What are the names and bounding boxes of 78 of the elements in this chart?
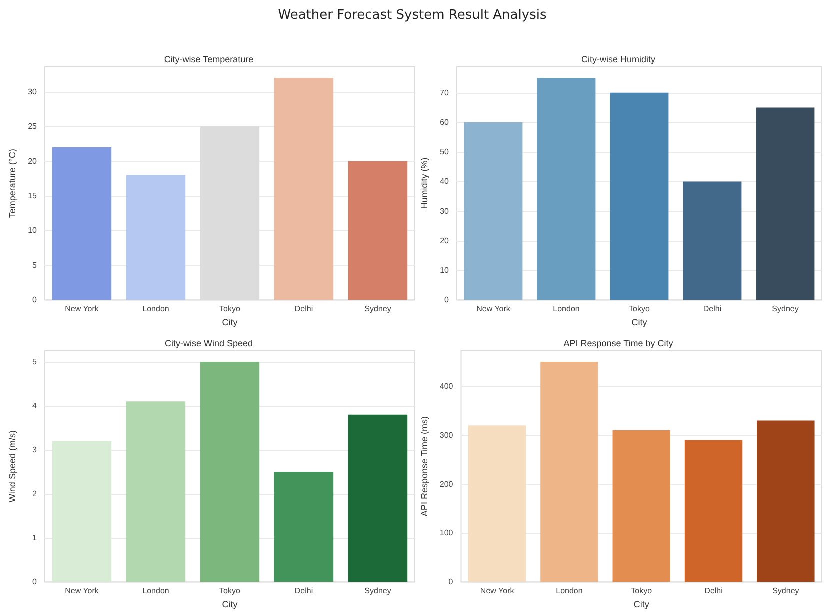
bar xyxy=(126,402,186,582)
y-tick-label: 20 xyxy=(440,236,450,246)
x-tick-label: Tokyo xyxy=(631,586,653,596)
chart-title: City-wise Wind Speed xyxy=(164,338,254,348)
chart-title: City-wise Humidity xyxy=(581,54,656,64)
y-tick-label: 2 xyxy=(32,490,38,499)
y-tick-label: 0 xyxy=(32,578,38,587)
chart-title: City-wise Temperature xyxy=(164,54,254,64)
x-tick-label: Tokyo xyxy=(629,304,650,314)
y-tick-label: 30 xyxy=(440,206,450,216)
y-tick-label: 10 xyxy=(440,266,450,275)
bar xyxy=(348,414,408,582)
x-tick-label: Delhi xyxy=(703,304,722,314)
x-tick-label: Delhi xyxy=(294,304,314,314)
x-tick-label: New York xyxy=(65,304,100,314)
x-tick-label: Delhi xyxy=(294,586,314,596)
x-tick-label: New York xyxy=(480,586,516,596)
y-tick-label: 1 xyxy=(32,534,38,543)
y-tick-label: 5 xyxy=(32,358,38,367)
y-tick-label: 5 xyxy=(32,260,38,270)
bar xyxy=(756,108,815,300)
y-tick-label: 15 xyxy=(28,192,38,201)
x-axis-title: City xyxy=(222,600,238,610)
y-tick-label: 200 xyxy=(440,480,454,489)
bar xyxy=(348,161,408,300)
bar xyxy=(537,78,596,300)
y-tick-label: 70 xyxy=(440,88,450,98)
y-axis-title: API Response Time (ms) xyxy=(420,416,430,517)
chart-title: API Response Time by City xyxy=(564,338,674,348)
x-tick-label: Sydney xyxy=(772,586,800,596)
bar xyxy=(610,92,669,300)
y-tick-label: 100 xyxy=(440,528,454,538)
x-axis-title: City xyxy=(222,318,238,328)
bar xyxy=(200,362,260,582)
x-axis-title: City xyxy=(634,600,650,610)
y-tick-label: 0 xyxy=(448,578,454,587)
y-tick-label: 40 xyxy=(440,177,450,186)
y-tick-label: 10 xyxy=(28,226,38,236)
y-axis-title: Temperature (°C) xyxy=(8,148,18,218)
bar xyxy=(274,472,334,582)
x-tick-label: London xyxy=(553,304,580,314)
bar xyxy=(684,440,743,582)
x-tick-label: Sydney xyxy=(364,586,392,596)
y-tick-label: 0 xyxy=(32,296,38,305)
y-tick-label: 300 xyxy=(440,430,454,440)
y-tick-label: 20 xyxy=(28,156,38,166)
bar xyxy=(540,362,598,582)
y-tick-label: 30 xyxy=(28,87,38,96)
x-tick-label: Delhi xyxy=(704,586,724,596)
y-tick-label: 0 xyxy=(444,296,450,305)
y-tick-label: 50 xyxy=(440,148,450,157)
bar xyxy=(468,426,526,582)
bar xyxy=(612,430,670,582)
x-tick-label: London xyxy=(142,304,170,314)
x-tick-label: Sydney xyxy=(772,304,799,314)
y-tick-label: 4 xyxy=(32,402,38,411)
y-axis-title: Humidity (%) xyxy=(420,158,430,210)
y-tick-label: 25 xyxy=(28,122,38,132)
bar xyxy=(464,122,523,300)
bar xyxy=(52,441,112,582)
y-axis-title: Wind Speed (m/s) xyxy=(8,430,18,503)
x-tick-label: Sydney xyxy=(364,304,392,314)
x-axis-title: City xyxy=(632,318,648,328)
text: Weather Forecast System Result Analysis xyxy=(277,8,548,23)
x-tick-label: Tokyo xyxy=(220,586,241,596)
bar xyxy=(52,147,112,300)
bar xyxy=(683,182,742,300)
bar xyxy=(274,78,334,300)
bar xyxy=(757,420,815,582)
bar xyxy=(126,175,186,300)
y-tick-label: 60 xyxy=(440,118,450,127)
x-tick-label: New York xyxy=(476,304,512,314)
y-tick-label: 3 xyxy=(32,446,38,455)
y-tick-label: 400 xyxy=(440,382,454,391)
x-tick-label: Tokyo xyxy=(220,304,241,314)
x-tick-label: New York xyxy=(65,586,100,596)
x-tick-label: London xyxy=(142,586,170,596)
x-tick-label: London xyxy=(556,586,583,596)
